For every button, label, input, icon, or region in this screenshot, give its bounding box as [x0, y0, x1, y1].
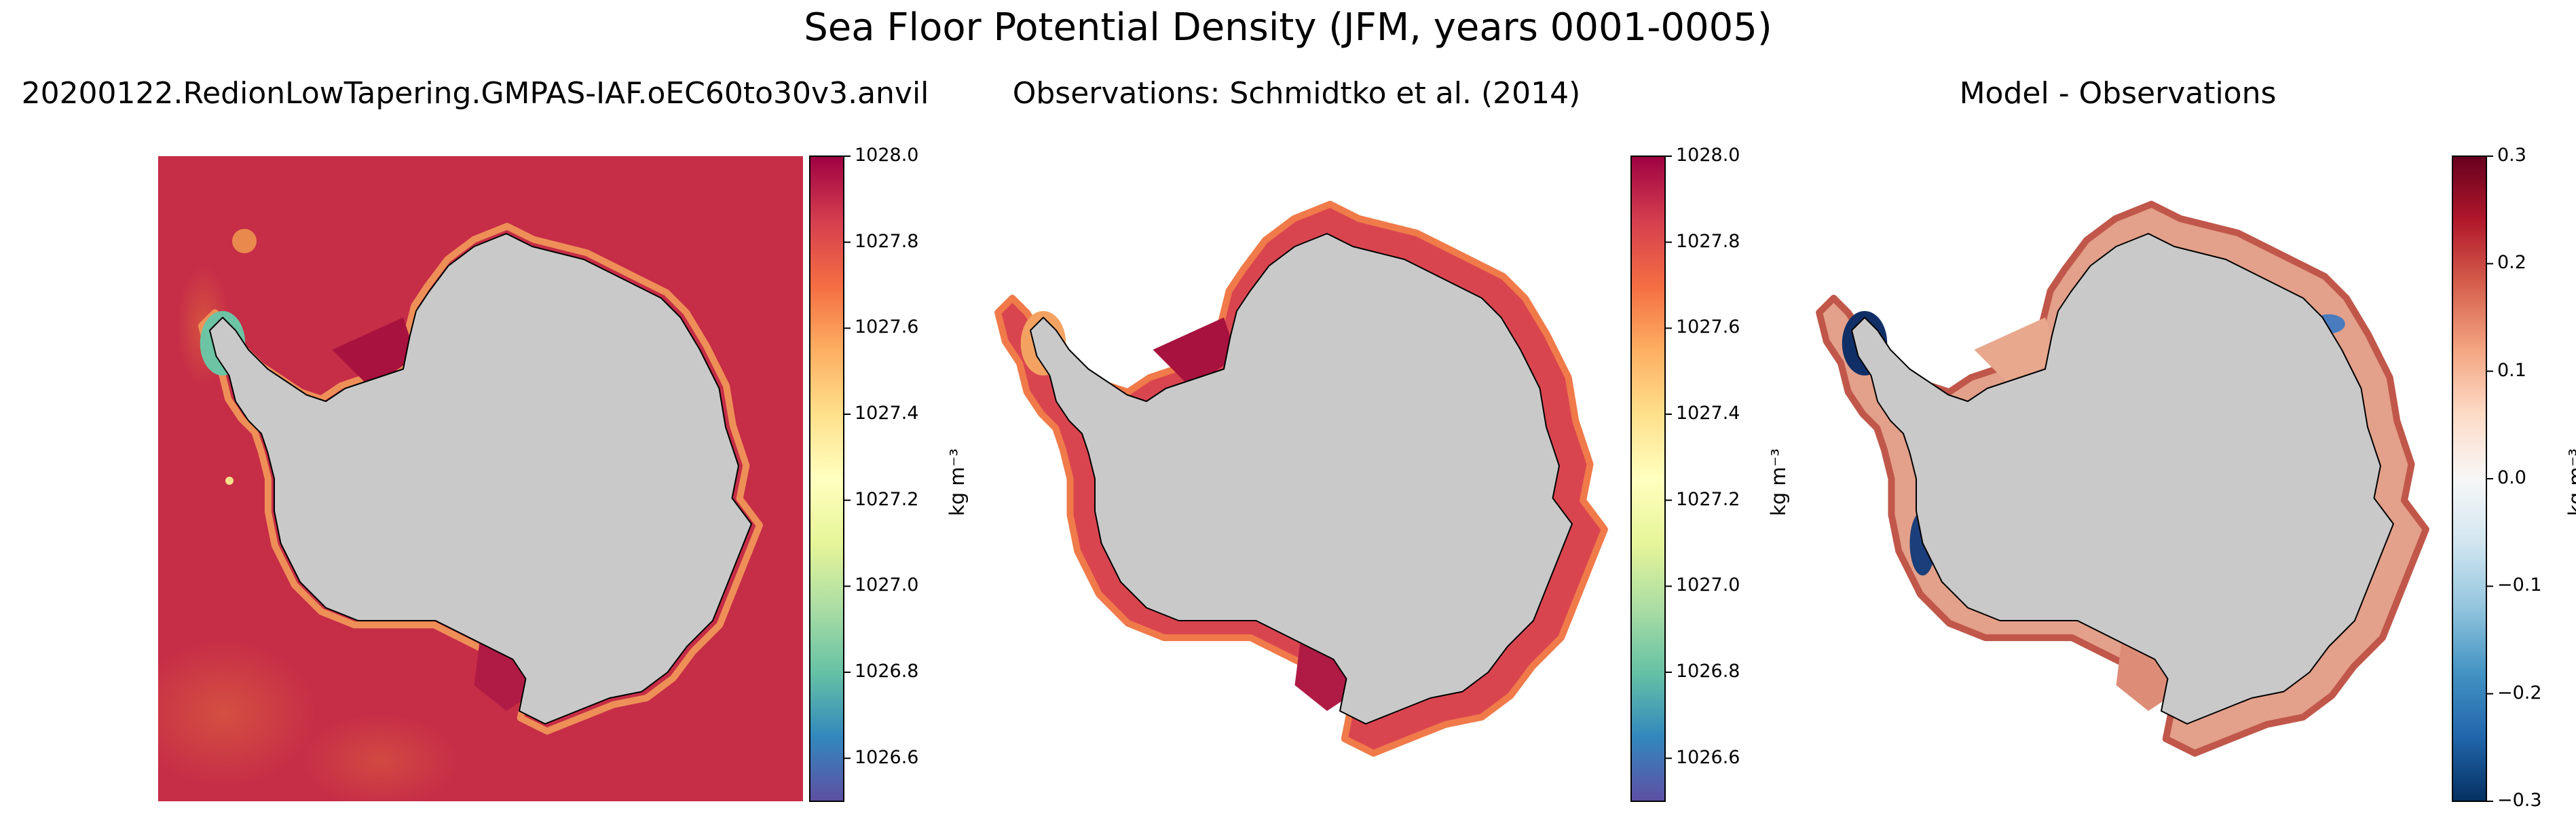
colorbar-gradient [1630, 156, 1666, 802]
colorbar-tick-label: 1027.6 [855, 316, 919, 338]
colorbar-tick-label: 1027.6 [1676, 316, 1740, 338]
panel-bias [1816, 200, 2429, 757]
colorbar-tick-label: 0.3 [2497, 145, 2526, 166]
panel-title-model: 20200122.RedionLowTapering.GMPAS-IAF.oEC… [21, 76, 929, 111]
weddell-patch [332, 317, 416, 388]
colorbar-tick-label: 1026.8 [1676, 661, 1740, 682]
colorbar-tick-label: −0.1 [2497, 574, 2542, 596]
colorbar-tick-label: 1026.6 [855, 746, 919, 768]
colorbar-tick-label: −0.2 [2497, 682, 2542, 703]
antarctica-landmass [209, 233, 752, 725]
colorbar-tick-label: 0.1 [2497, 359, 2526, 381]
antarctica-landmass [1851, 233, 2394, 725]
colorbar-gradient [809, 156, 844, 802]
panel-model [158, 156, 803, 801]
weddell-patch [1974, 317, 2058, 388]
colorbar-tick-label: 1027.0 [855, 574, 919, 596]
colorbar-gradient [2452, 156, 2487, 802]
model-light-spot [225, 477, 234, 485]
colorbar-axis-label: kg m⁻³ [1767, 448, 1790, 516]
colorbar-tick-label: −0.3 [2497, 790, 2542, 811]
colorbar-tick-label: 1027.2 [1676, 488, 1740, 510]
colorbar-tick-label: 0.0 [2497, 467, 2526, 488]
model-light-spot [232, 229, 257, 253]
panel-title-observations: Observations: Schmidtko et al. (2014) [1012, 76, 1581, 111]
colorbar-tick-label: 1027.0 [1676, 574, 1740, 596]
colorbar-axis-label: kg m⁻³ [2564, 448, 2576, 516]
antarctica-landmass [1030, 233, 1573, 725]
colorbar-tick-label: 1027.4 [855, 403, 919, 424]
model-warm-patch [158, 638, 319, 788]
colorbar-observations [1630, 156, 1672, 802]
colorbar-tick-label: 1027.8 [1676, 230, 1740, 252]
weddell-patch [1153, 317, 1237, 388]
panel-title-bias: Model - Observations [1959, 76, 2277, 111]
colorbar-bias [2452, 156, 2493, 802]
figure-title: Sea Floor Potential Density (JFM, years … [804, 5, 1772, 50]
colorbar-tick-label: 0.2 [2497, 252, 2526, 274]
colorbar-tick-label: 1028.0 [855, 145, 919, 166]
colorbar-tick-label: 1028.0 [1676, 145, 1740, 166]
colorbar-tick-label: 1026.6 [1676, 746, 1740, 768]
panel-observations [994, 200, 1608, 757]
colorbar-tick-label: 1026.8 [855, 661, 919, 682]
model-warm-patch [299, 713, 462, 801]
colorbar-tick-label: 1027.2 [855, 488, 919, 510]
colorbar-tick-label: 1027.8 [855, 230, 919, 252]
colorbar-tick-label: 1027.4 [1676, 403, 1740, 424]
colorbar-model [809, 156, 851, 802]
colorbar-axis-label: kg m⁻³ [946, 448, 969, 516]
